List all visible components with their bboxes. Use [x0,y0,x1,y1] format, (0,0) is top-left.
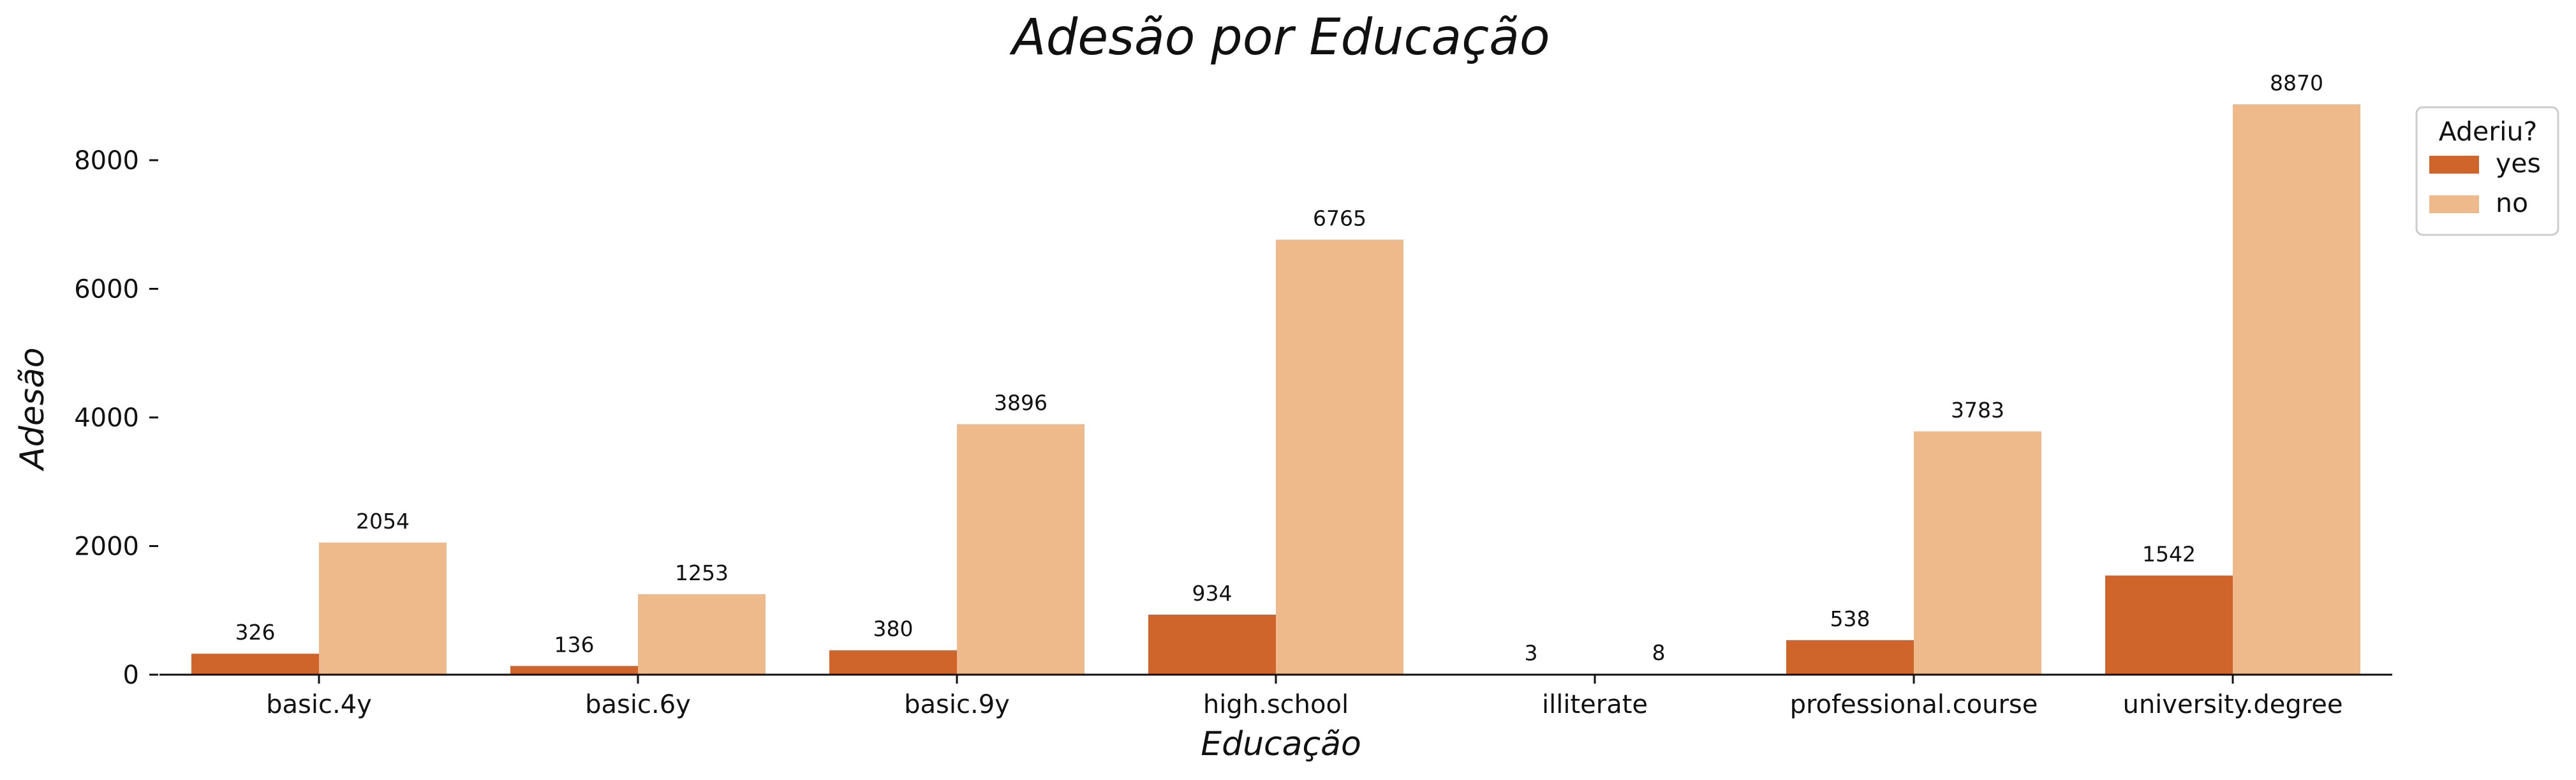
bars-group [191,104,2360,675]
data-label-no-university.degree: 8870 [2270,70,2323,95]
data-label-no-high.school: 6765 [1313,206,1366,230]
x-tick-label-high.school: high.school [1203,690,1349,719]
legend-items: yes no [2429,148,2541,218]
data-label-yes-basic.4y: 326 [235,620,276,645]
x-tick-label-professional.course: professional.course [1790,690,2038,719]
y-tick-label-6000: 6000 [74,274,139,304]
legend-label-yes: yes [2496,148,2541,179]
data-label-no-basic.4y: 2054 [356,509,410,534]
x-tick-label-university.degree: university.degree [2122,690,2343,719]
bar-no-basic.6y [638,594,766,675]
data-labels-group: 326 2054 136 1253 380 3896 934 6765 3 8 538 3783 154… [235,70,2323,665]
bar-no-university.degree [2233,104,2360,675]
data-label-no-basic.6y: 1253 [675,560,729,585]
x-tick-label-basic.6y: basic.6y [585,690,691,719]
y-tick-label-2000: 2000 [74,532,139,561]
data-label-yes-high.school: 934 [1192,581,1232,606]
x-tick-label-illiterate: illiterate [1542,690,1648,719]
data-label-yes-illiterate: 3 [1525,641,1538,666]
x-axis-label: Educação [1201,725,1361,763]
bar-no-basic.4y [319,543,447,675]
legend-title: Aderiu? [2439,116,2538,147]
legend-swatch-yes [2429,156,2479,174]
legend: Aderiu? yes no [2415,106,2559,236]
data-label-no-basic.9y: 3896 [994,390,1047,415]
data-label-no-illiterate: 8 [1652,640,1666,665]
y-axis: 0 2000 4000 6000 8000 [74,146,158,690]
bar-yes-basic.6y [510,666,638,675]
x-tick-label-basic.9y: basic.9y [904,690,1010,719]
legend-label-no: no [2496,188,2528,218]
data-label-yes-university.degree: 1542 [2142,542,2196,567]
data-label-yes-professional.course: 538 [1830,606,1870,631]
bar-yes-university.degree [2105,575,2233,675]
y-tick-label-0: 0 [123,661,139,690]
data-label-yes-basic.9y: 380 [873,617,914,641]
bar-no-basic.9y [957,424,1084,675]
y-tick-label-4000: 4000 [74,403,139,433]
chart-title: Adesão por Educação [1009,9,1550,66]
x-tick-label-basic.4y: basic.4y [266,690,372,719]
bar-yes-basic.9y [829,650,957,675]
bar-no-professional.course [1914,431,2041,675]
bar-no-high.school [1276,239,1403,675]
bar-yes-high.school [1148,614,1276,675]
data-label-no-professional.course: 3783 [1951,398,2004,423]
bar-yes-professional.course [1786,640,1914,675]
legend-swatch-no [2429,195,2479,213]
bar-yes-basic.4y [191,654,319,675]
y-axis-label: Adesão [13,347,52,471]
y-tick-label-8000: 8000 [74,146,139,176]
x-axis: basic.4y basic.6y basic.9y high.school illit… [159,673,2392,719]
data-label-yes-basic.6y: 136 [554,632,595,657]
